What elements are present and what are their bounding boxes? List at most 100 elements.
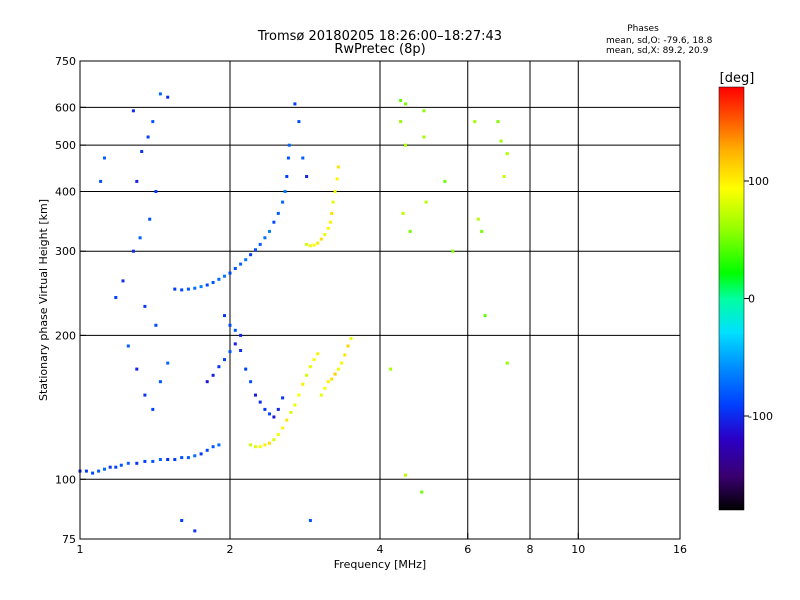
y-axis-label: Stationary phase Virtual Height [km] xyxy=(37,199,50,401)
data-point xyxy=(131,249,135,253)
x-tick-label: 4 xyxy=(377,543,384,556)
data-point xyxy=(305,373,309,377)
data-point xyxy=(276,407,280,411)
data-point xyxy=(293,102,297,106)
data-point xyxy=(158,380,162,384)
data-point xyxy=(254,393,257,397)
data-point xyxy=(138,236,142,240)
data-point xyxy=(193,454,197,458)
data-point xyxy=(319,393,323,397)
data-point xyxy=(108,465,112,469)
data-point xyxy=(223,358,226,362)
data-point xyxy=(399,120,403,124)
data-point xyxy=(135,179,139,183)
data-point xyxy=(211,373,215,377)
data-point xyxy=(199,285,203,289)
data-point xyxy=(151,407,155,411)
data-point xyxy=(258,445,262,449)
data-point xyxy=(186,287,190,291)
data-point xyxy=(258,400,262,404)
data-point xyxy=(326,226,330,230)
y-axis-ticks: 75 100 200 300 400 500 600 750 xyxy=(55,55,86,546)
series-group xyxy=(319,337,353,397)
data-point xyxy=(333,190,337,193)
data-point xyxy=(281,200,285,204)
data-point xyxy=(228,271,232,275)
colorbar-tick-label: -100 xyxy=(748,410,773,423)
data-point xyxy=(480,229,484,233)
series-group xyxy=(305,165,340,248)
data-point xyxy=(305,242,309,246)
data-point xyxy=(272,415,276,419)
data-point xyxy=(146,135,150,139)
series-group xyxy=(389,99,509,494)
data-point xyxy=(211,445,215,449)
data-point xyxy=(228,350,232,354)
data-point xyxy=(114,296,118,299)
data-point xyxy=(420,490,424,494)
data-point xyxy=(476,217,480,221)
data-point xyxy=(173,458,177,461)
y-tick-label: 750 xyxy=(55,55,76,68)
data-point xyxy=(389,367,393,371)
data-point xyxy=(254,248,257,252)
data-point xyxy=(268,229,271,233)
data-point xyxy=(496,120,500,124)
data-points xyxy=(78,92,509,533)
data-point xyxy=(308,365,312,369)
data-point xyxy=(422,135,426,139)
data-point xyxy=(333,372,337,376)
data-point xyxy=(143,459,147,463)
data-point xyxy=(158,92,162,96)
data-point xyxy=(308,244,312,248)
grid-lines xyxy=(80,61,680,539)
data-point xyxy=(499,139,503,143)
data-point xyxy=(205,380,209,384)
data-point xyxy=(193,529,197,533)
data-point xyxy=(316,241,320,245)
y-tick-label: 75 xyxy=(62,533,76,546)
data-point xyxy=(180,519,184,522)
data-point xyxy=(244,258,248,262)
data-point xyxy=(272,220,276,224)
data-point xyxy=(312,243,316,247)
data-point xyxy=(336,367,340,371)
data-point xyxy=(293,403,297,407)
data-point xyxy=(323,386,327,390)
data-point xyxy=(180,456,184,460)
data-point xyxy=(297,120,301,124)
data-point xyxy=(283,190,287,193)
series-group xyxy=(205,342,285,419)
series-group xyxy=(173,143,291,292)
data-point xyxy=(349,337,353,340)
x-tick-label: 1 xyxy=(77,543,84,556)
data-point xyxy=(422,109,426,113)
data-point xyxy=(205,283,209,287)
data-point xyxy=(281,396,285,400)
data-point xyxy=(316,352,320,356)
data-point xyxy=(289,410,293,414)
data-point xyxy=(404,102,407,106)
data-point xyxy=(148,217,152,221)
data-point xyxy=(328,220,332,224)
data-point xyxy=(211,281,215,284)
data-point xyxy=(319,237,323,241)
data-point xyxy=(249,253,253,257)
data-point xyxy=(305,175,309,178)
data-point xyxy=(263,236,267,240)
chart-subtitle: RwPretec (8p) xyxy=(334,42,425,57)
data-point xyxy=(254,445,257,449)
data-point xyxy=(343,353,347,357)
colorbar xyxy=(718,86,745,511)
data-point xyxy=(126,344,130,348)
data-point xyxy=(217,365,221,369)
data-point xyxy=(424,200,428,204)
data-point xyxy=(151,120,155,124)
data-point xyxy=(84,469,88,473)
data-point xyxy=(233,267,237,270)
data-point xyxy=(263,443,267,447)
data-point xyxy=(244,367,248,371)
stats-line-x: mean, sd,X: 89.2, 20.9 xyxy=(606,46,709,56)
series-group xyxy=(249,352,320,449)
